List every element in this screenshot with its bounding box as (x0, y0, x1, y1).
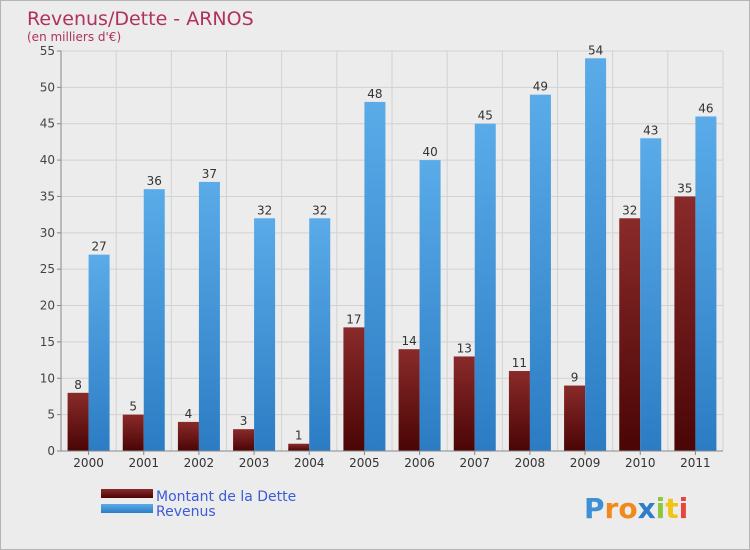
x-tick-label: 2010 (625, 456, 656, 470)
data-label: 40 (422, 145, 437, 159)
y-tick-label: 20 (40, 299, 55, 313)
data-label: 49 (533, 80, 548, 94)
x-tick-label: 2008 (515, 456, 546, 470)
data-label: 32 (622, 203, 637, 217)
data-label: 3 (240, 414, 248, 428)
bar-revenus (695, 116, 717, 452)
logo-letter: o (618, 492, 637, 525)
y-tick-label: 35 (40, 189, 55, 203)
bars-layer: 8 27 5 36 4 37 3 32 1 32 17 48 14 40 13 45 11 49 9 54 32 43 35… (67, 43, 717, 452)
data-label: 5 (129, 400, 137, 414)
bar-debt (288, 443, 310, 451)
bar-debt (398, 349, 420, 451)
data-label: 9 (571, 371, 579, 385)
bar-revenus (198, 181, 220, 451)
x-tick-label: 2006 (404, 456, 435, 470)
legend-swatch-debt (101, 489, 153, 498)
data-label: 36 (147, 174, 162, 188)
bar-debt (564, 385, 586, 451)
logo-letter: i (656, 492, 666, 525)
data-label: 13 (457, 341, 472, 355)
chart-subtitle: (en milliers d'€) (27, 30, 121, 44)
legend-swatch-revenus (101, 504, 153, 513)
y-tick-label: 15 (40, 335, 55, 349)
legend-label-debt: Montant de la Dette (156, 489, 296, 505)
bar-debt (177, 421, 199, 451)
grid-layer (60, 50, 724, 452)
bar-revenus (640, 138, 662, 452)
y-tick-label: 55 (40, 44, 55, 58)
y-tick-label: 50 (40, 80, 55, 94)
x-tick-label: 2011 (680, 456, 711, 470)
data-label: 27 (91, 240, 106, 254)
x-tick-label: 2000 (73, 456, 104, 470)
y-tick-label: 25 (40, 262, 55, 276)
proxiti-logo: Proxiti (584, 492, 688, 525)
y-tick-label: 30 (40, 226, 55, 240)
x-tick-label: 2001 (128, 456, 159, 470)
x-tick-label: 2007 (459, 456, 490, 470)
logo-letter: P (584, 492, 605, 525)
bar-revenus (143, 189, 165, 451)
data-label: 46 (698, 101, 713, 115)
data-label: 54 (588, 43, 603, 57)
legend: Montant de la Dette Revenus (101, 489, 296, 520)
data-label: 1 (295, 429, 303, 443)
bar-revenus (309, 218, 331, 451)
logo-letter: t (665, 492, 678, 525)
bar-debt (67, 392, 89, 451)
y-tick-label: 45 (40, 117, 55, 131)
x-tick-label: 2005 (349, 456, 380, 470)
x-tick-label: 2002 (184, 456, 215, 470)
data-label: 11 (512, 356, 527, 370)
x-tick-label: 2003 (239, 456, 270, 470)
logo-letter: x (638, 492, 656, 525)
data-label: 17 (346, 312, 361, 326)
y-tick-label: 40 (40, 153, 55, 167)
data-label: 8 (74, 378, 82, 392)
x-tick-label: 2009 (570, 456, 601, 470)
bar-revenus (474, 123, 496, 452)
bar-revenus (529, 94, 551, 452)
bar-debt (453, 356, 475, 451)
data-label: 32 (257, 203, 272, 217)
bar-revenus (364, 101, 386, 451)
bar-debt (508, 371, 530, 451)
bar-debt (619, 218, 641, 451)
y-tick-label: 5 (47, 408, 55, 422)
logo-letter: r (605, 492, 619, 525)
bar-revenus (585, 58, 607, 451)
bar-revenus (254, 218, 276, 451)
legend-label-revenus: Revenus (156, 504, 216, 520)
data-label: 32 (312, 203, 327, 217)
x-tick-label: 2004 (294, 456, 325, 470)
bar-debt (233, 429, 255, 451)
bar-revenus (88, 254, 110, 451)
data-label: 48 (367, 87, 382, 101)
data-label: 45 (478, 109, 493, 123)
y-tick-label: 10 (40, 371, 55, 385)
bar-debt (343, 327, 365, 451)
data-label: 14 (401, 334, 416, 348)
y-tick-label: 0 (47, 444, 55, 458)
chart-title: Revenus/Dette - ARNOS (27, 8, 254, 30)
bar-debt (122, 414, 144, 451)
bar-debt (674, 196, 696, 451)
logo-letter: i (679, 492, 689, 525)
data-label: 43 (643, 123, 658, 137)
data-label: 35 (677, 181, 692, 195)
data-label: 37 (202, 167, 217, 181)
bar-revenus (419, 160, 441, 451)
data-label: 4 (185, 407, 193, 421)
